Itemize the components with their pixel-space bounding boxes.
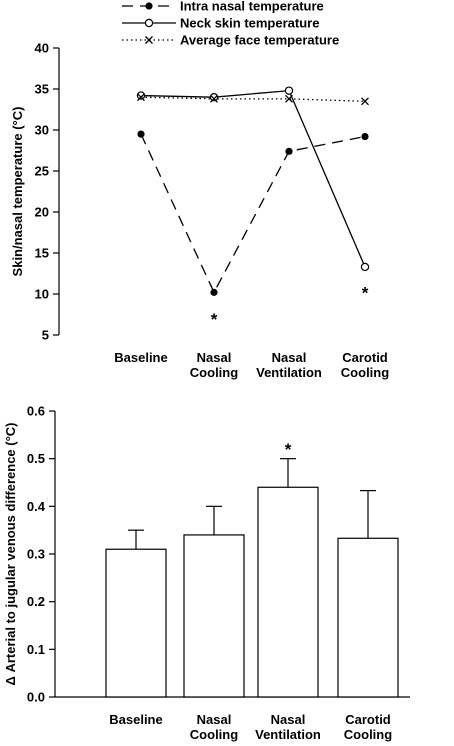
legend-marker — [144, 18, 154, 28]
data-point — [285, 94, 293, 103]
series-line — [140, 96, 366, 102]
data-point — [285, 147, 293, 155]
y-tick-label: 40 — [35, 41, 49, 56]
y-tick-label: 0.6 — [27, 404, 45, 419]
bar — [183, 534, 245, 698]
bar — [105, 548, 167, 698]
x-category-label: Baseline — [109, 712, 162, 727]
legend: Intra nasal temperature Neck skin tempera… — [122, 0, 339, 48]
series-line — [140, 133, 366, 294]
bar-chart-av-difference: 0.0 0.1 0.2 0.3 0.4 0.5 0.6 Δ Arterial to jugul… — [3, 404, 410, 742]
bar-group — [105, 529, 167, 698]
series-2 — [136, 86, 370, 272]
y-tick-label: 5 — [42, 328, 49, 343]
y-axis-label: Δ Arterial to jugular venous difference … — [3, 422, 18, 685]
data-point — [284, 86, 294, 95]
bar — [257, 486, 319, 698]
data-point — [209, 92, 219, 102]
y-tick-label: 0.0 — [27, 690, 45, 705]
data-point — [137, 130, 145, 138]
bar — [337, 537, 399, 698]
y-tick-label: 30 — [35, 123, 49, 138]
data-point — [360, 262, 370, 272]
legend-label: Average face temperature — [180, 33, 339, 48]
y-tick-label: 0.3 — [27, 547, 45, 562]
bar-group — [183, 505, 245, 698]
y-tick-label: 0.2 — [27, 594, 45, 609]
series-1 — [137, 130, 369, 296]
x-category-label: Nasal Ventilation — [256, 350, 322, 380]
legend-label: Intra nasal temperature — [180, 0, 324, 14]
x-category-label: Baseline — [114, 350, 167, 365]
legend-marker — [145, 2, 153, 10]
data-point — [210, 94, 218, 103]
legend-label: Neck skin temperature — [180, 16, 319, 31]
data-point — [361, 132, 369, 141]
series-3 — [137, 93, 369, 106]
x-category-label: Nasal Ventilation — [255, 712, 321, 742]
y-tick-label: 10 — [35, 287, 49, 302]
bar-group — [257, 458, 319, 698]
line-chart-temperatures: 5 10 15 20 25 30 35 40 Skin/nasal temperature (°… — [10, 0, 389, 380]
y-tick-label: 0.1 — [27, 642, 45, 657]
y-tick-label: 0.5 — [27, 451, 45, 466]
significance-marker: * — [362, 284, 369, 303]
data-point — [361, 97, 369, 106]
y-tick-label: 35 — [35, 82, 49, 97]
data-point — [137, 93, 145, 102]
data-point — [210, 288, 218, 296]
series-line — [140, 89, 366, 268]
significance-marker: * — [211, 310, 218, 329]
y-tick-label: 25 — [35, 164, 49, 179]
x-category-label: Nasal Cooling — [190, 712, 238, 742]
x-category-label: Carotid Cooling — [344, 712, 392, 742]
bar-group — [337, 490, 399, 698]
y-tick-label: 15 — [35, 246, 49, 261]
data-point — [136, 91, 146, 100]
legend-marker — [145, 36, 153, 44]
significance-marker: * — [285, 440, 292, 459]
x-category-label: Nasal Cooling — [190, 350, 238, 380]
y-tick-label: 0.4 — [27, 499, 46, 514]
y-tick-label: 20 — [35, 205, 49, 220]
y-axis-label: Skin/nasal temperature (°C) — [10, 107, 25, 277]
x-category-label: Carotid Cooling — [341, 350, 389, 380]
